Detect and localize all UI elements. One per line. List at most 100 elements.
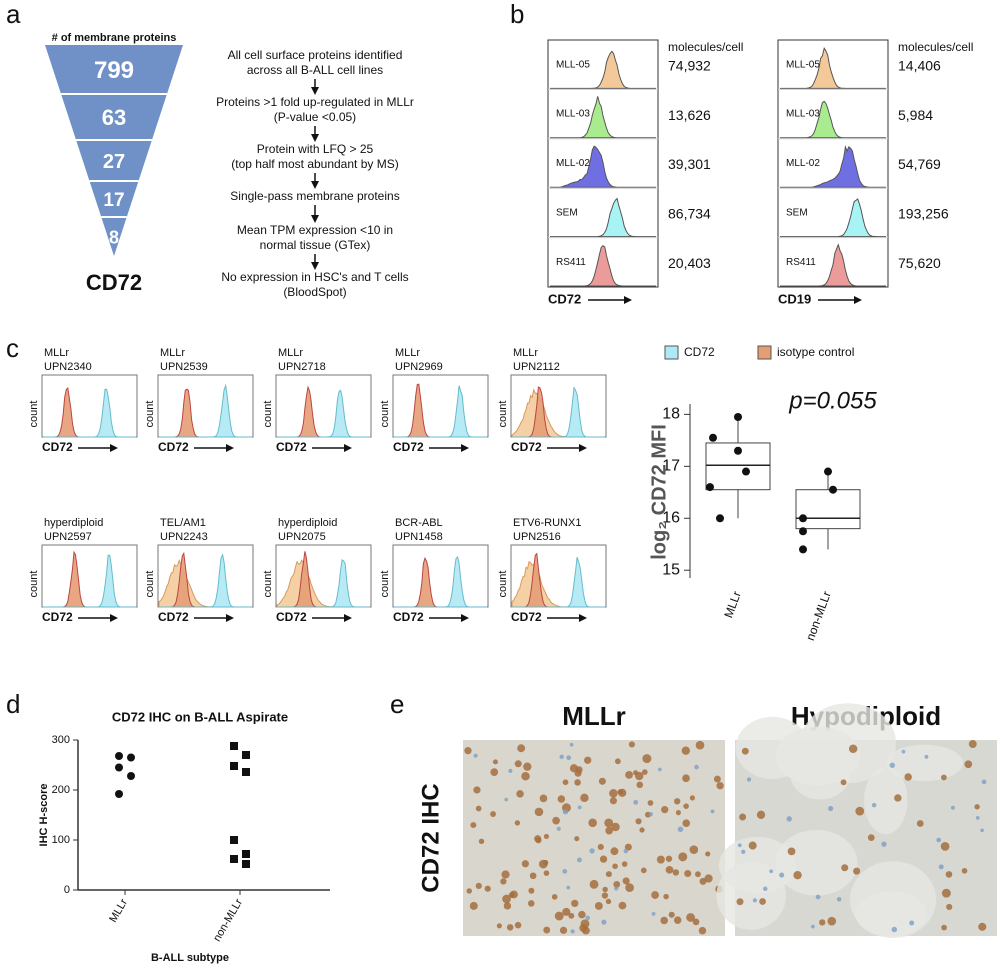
stained-cell [528,887,535,894]
nucleus [589,848,595,854]
stained-cell [678,852,688,862]
stained-cell [503,902,512,910]
x-tick-label: MLLr [107,897,130,925]
stained-cell [621,861,628,867]
arrow-head [110,614,118,622]
histogram [780,145,886,188]
nucleus [741,849,746,854]
stained-cell [635,818,642,825]
nucleus [936,837,942,843]
arrow-head [311,262,319,270]
arrow-head [461,444,469,452]
stained-cell [946,903,953,911]
stained-cell [579,924,588,932]
nucleus [508,768,513,774]
histogram [277,385,370,438]
histogram [550,197,656,238]
nucleus [981,779,987,785]
y-tick-label: 18 [662,406,680,423]
step-text: Single-pass membrane proteins [230,189,399,203]
arrow-head [624,296,632,304]
stained-cell [848,744,858,753]
sample-subtype: BCR-ABL [395,517,443,529]
histogram-frame [41,374,138,438]
stained-cell [681,746,691,755]
molecules-value: 75,620 [898,255,941,271]
data-point [799,527,807,536]
arrow-head [854,296,862,304]
sample-subtype: MLLr [278,347,303,359]
stained-cell [469,901,478,910]
stained-cell [618,901,627,910]
histogram [394,383,487,438]
stained-cell [695,740,705,750]
y-tick-label: 100 [52,834,70,846]
panel-letter: e [390,689,404,719]
stained-cell [478,838,485,845]
histogram [43,386,136,438]
axis-label: count [144,401,156,428]
nucleus [677,826,684,833]
legend-swatch [664,345,679,360]
axis-label: count [28,571,40,598]
stained-cell [516,790,524,798]
histogram [394,556,487,608]
stained-cell [557,795,566,803]
data-point [742,467,750,476]
stained-cell [689,795,695,801]
nucleus [633,799,639,805]
histogram [43,388,136,438]
arrow-head [226,614,234,622]
stained-cell [484,885,491,892]
stained-cell [501,870,510,879]
stained-cell [475,805,482,812]
histogram [780,100,886,139]
stained-cell [521,860,529,868]
cell-line-label: MLL-03 [556,109,590,120]
arrow-head [311,134,319,142]
stained-cell [683,803,689,809]
stained-cell [684,870,692,878]
nucleus [559,754,564,760]
stained-cell [602,886,608,893]
stained-cell [506,924,514,931]
data-point [115,763,123,772]
axis-label: CD72 [511,440,542,454]
step-text: (P-value <0.05) [274,110,356,124]
nucleus [938,864,944,870]
stained-cell [974,804,980,810]
nucleus [569,742,574,747]
nucleus [556,826,561,831]
stained-cell [668,911,675,918]
histogram-frame [275,374,372,438]
stained-cell [605,871,612,878]
y-axis-label: log₂ CD72 MFI [648,424,670,560]
nucleus [769,869,774,874]
legend-swatch [757,345,772,360]
stained-cell [539,794,548,803]
stained-cell [940,841,950,851]
stained-cell [612,863,618,870]
data-point [230,762,238,770]
stained-cell [639,827,645,833]
step-text: across all B-ALL cell lines [247,63,383,77]
nucleus [815,894,821,900]
stained-cell [635,771,644,781]
stained-cell [514,921,522,929]
histogram-frame [157,374,254,438]
stained-cell [580,793,589,803]
histogram-frame [392,544,489,608]
histogram [780,47,886,89]
nucleus [881,841,887,847]
histogram [512,557,605,608]
nucleus [566,755,571,761]
nucleus [828,805,834,812]
stained-cell [853,867,861,875]
nucleus [585,915,590,921]
molecules-value: 193,256 [898,206,949,222]
histogram [277,389,370,438]
data-point [824,467,832,476]
arrow-head [579,614,587,622]
nucleus [871,802,877,808]
stained-cell [665,855,673,862]
